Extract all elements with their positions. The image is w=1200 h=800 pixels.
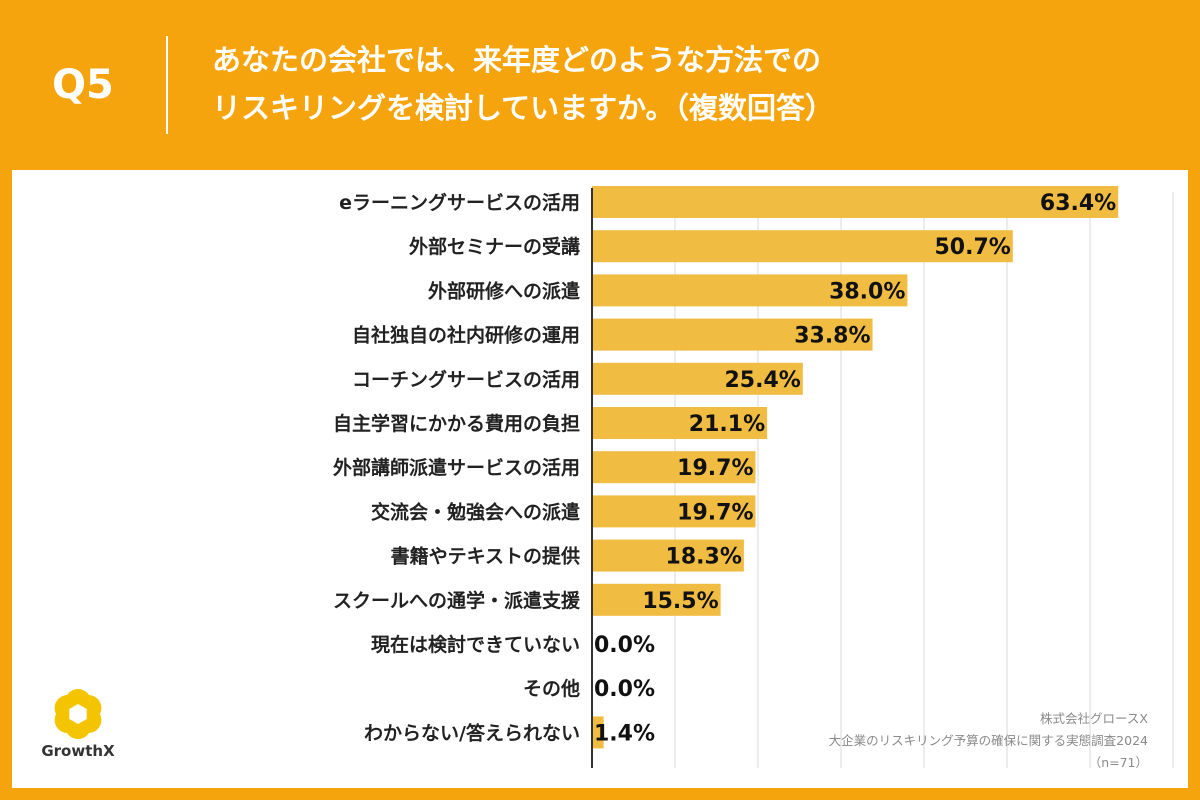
bar — [592, 495, 756, 528]
data-label: 38.0% — [829, 279, 905, 304]
bar — [592, 230, 1013, 263]
category-label: 外部研修への派遣 — [428, 279, 580, 302]
data-label: 0.0% — [594, 633, 655, 658]
data-label: 33.8% — [794, 324, 870, 349]
category-label: 現在は検討できていない — [371, 633, 580, 656]
bar — [592, 318, 873, 351]
data-label: 63.4% — [1040, 191, 1116, 216]
category-label: 交流会・勉強会への派遣 — [371, 500, 580, 523]
question-number: Q5 — [52, 62, 114, 108]
logo-mark-icon — [54, 689, 102, 739]
data-label: 21.1% — [689, 412, 765, 437]
logo-text: GrowthX — [41, 742, 115, 760]
header: Q5 あなたの会社では、来年度どのような方法での リスキリングを検討していますか… — [0, 0, 1200, 170]
category-label: eラーニングサービスの活用 — [339, 191, 580, 214]
data-label: 25.4% — [724, 368, 800, 393]
bar — [592, 583, 721, 616]
category-label: 外部セミナーの受講 — [409, 235, 580, 258]
bar — [592, 716, 604, 749]
credit-survey: 大企業のリスキリング予算の確保に関する実態調査2024 — [828, 733, 1148, 748]
credit-sample: （n=71） — [1088, 755, 1148, 770]
question-title-line1: あなたの会社では、来年度どのような方法での — [212, 43, 822, 77]
category-label: わからない/答えられない — [364, 721, 580, 744]
data-label: 1.4% — [594, 721, 655, 746]
chart-panel: eラーニングサービスの活用 63.4% 外部セミナーの受講 50.7% 外部研修への派遣… — [12, 170, 1188, 788]
data-label: 0.0% — [594, 677, 655, 702]
credit-company: 株式会社グロースX — [1040, 711, 1148, 726]
category-label: 書籍やテキストの提供 — [391, 545, 580, 568]
bar-chart: eラーニングサービスの活用 63.4% 外部セミナーの受講 50.7% 外部研修への派遣… — [333, 186, 1174, 768]
growthx-logo: GrowthX — [28, 684, 128, 764]
data-label: 18.3% — [666, 545, 742, 570]
category-label: 自主学習にかかる費用の負担 — [333, 412, 580, 435]
question-title-line2: リスキリングを検討していますか。（複数回答） — [212, 91, 835, 125]
data-label: 19.7% — [677, 456, 753, 481]
category-label: 外部講師派遣サービスの活用 — [333, 456, 580, 479]
bar — [592, 539, 744, 572]
bar — [592, 451, 756, 484]
category-label: 自社独自の社内研修の運用 — [352, 324, 580, 347]
bar — [592, 362, 803, 395]
bar — [592, 407, 768, 439]
header-divider — [166, 36, 168, 134]
category-label: スクールへの通学・派遣支援 — [333, 589, 581, 612]
data-label: 50.7% — [934, 235, 1010, 260]
category-label: コーチングサービスの活用 — [352, 368, 580, 391]
bar — [592, 186, 1119, 218]
data-label: 15.5% — [642, 589, 718, 614]
category-label: その他 — [523, 677, 580, 700]
data-label: 19.7% — [677, 500, 753, 525]
credit: 株式会社グロースX 大企業のリスキリング予算の確保に関する実態調査2024 （n… — [829, 708, 1148, 774]
question-title: あなたの会社では、来年度どのような方法での リスキリングを検討していますか。（複… — [212, 36, 1172, 132]
bar — [592, 274, 908, 307]
